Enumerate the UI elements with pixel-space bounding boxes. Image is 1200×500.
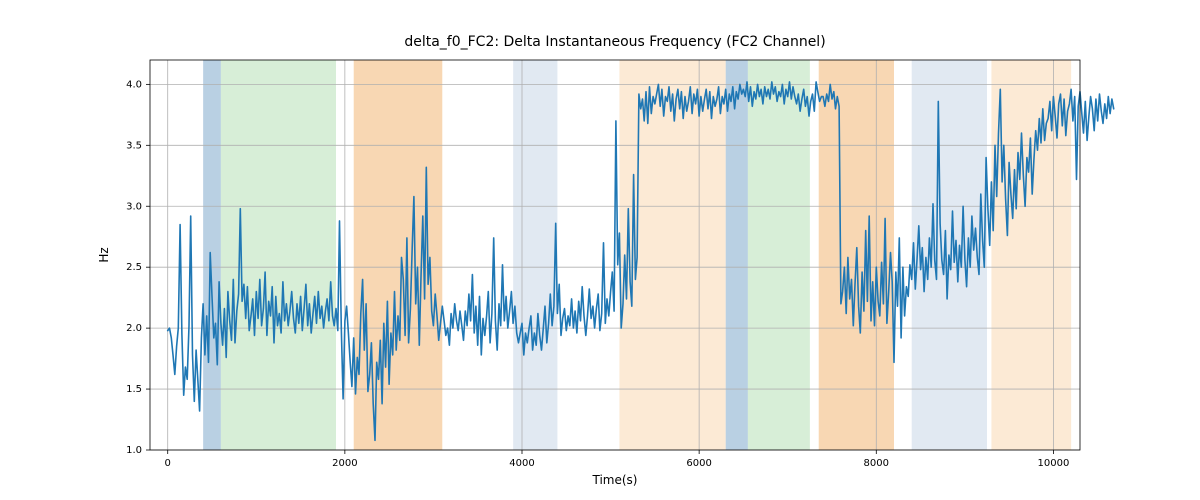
svg-text:2.5: 2.5 [126,262,142,273]
svg-text:3.5: 3.5 [126,140,142,151]
y-ticks: 1.0 1.5 2.0 2.5 3.0 3.5 4.0 [126,79,150,456]
svg-text:4.0: 4.0 [126,79,142,90]
svg-text:1.5: 1.5 [126,384,142,395]
chart-title: delta_f0_FC2: Delta Instantaneous Freque… [404,34,825,50]
svg-text:8000: 8000 [864,458,889,469]
svg-text:4000: 4000 [509,458,534,469]
svg-text:0: 0 [165,458,171,469]
svg-text:1.0: 1.0 [126,445,142,456]
chart-container: 0 2000 4000 6000 8000 10000 1.0 1.5 2.0 2.5 3.0 3.… [0,0,1200,500]
svg-text:6000: 6000 [686,458,711,469]
svg-text:2.0: 2.0 [126,323,142,334]
x-axis-label: Time(s) [592,473,638,487]
y-axis-label: Hz [97,247,111,262]
svg-text:2000: 2000 [332,458,357,469]
chart-svg: 0 2000 4000 6000 8000 10000 1.0 1.5 2.0 2.5 3.0 3.… [0,0,1200,500]
x-ticks: 0 2000 4000 6000 8000 10000 [165,450,1070,469]
svg-text:3.0: 3.0 [126,201,142,212]
svg-text:10000: 10000 [1038,458,1070,469]
